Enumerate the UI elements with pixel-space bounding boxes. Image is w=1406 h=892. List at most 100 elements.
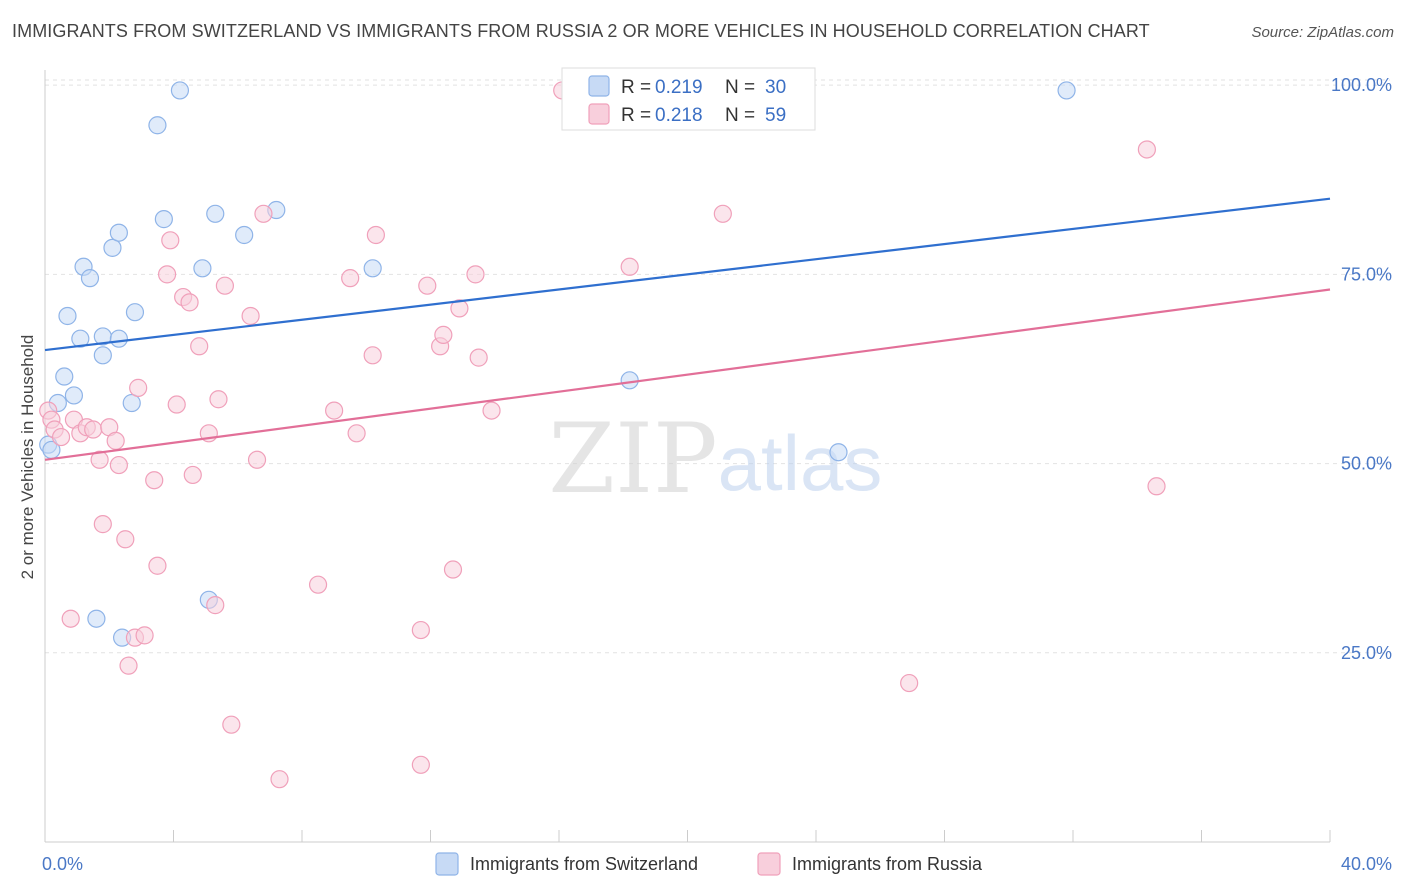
y-tick-label: 25.0% bbox=[1341, 643, 1392, 663]
y-tick-label: 100.0% bbox=[1331, 75, 1392, 95]
point-russia bbox=[411, 755, 430, 774]
point-switzerland bbox=[55, 367, 74, 386]
point-russia bbox=[90, 450, 109, 469]
legend-swatch-switzerland bbox=[435, 852, 459, 876]
point-switzerland bbox=[58, 306, 77, 326]
point-switzerland bbox=[80, 269, 100, 288]
point-russia bbox=[61, 609, 80, 628]
point-switzerland bbox=[93, 346, 112, 365]
source-label: Source: ZipAtlas.com bbox=[1251, 24, 1394, 41]
point-russia bbox=[241, 306, 260, 326]
legend-r-value: 0.218 bbox=[655, 105, 703, 126]
y-tick-label: 50.0% bbox=[1341, 454, 1392, 474]
point-russia bbox=[900, 673, 919, 693]
legend: R = 0.219 N = 30 R = 0.218 N = 59 bbox=[561, 67, 816, 131]
legend-swatch bbox=[588, 75, 610, 97]
point-russia bbox=[341, 269, 360, 288]
point-switzerland bbox=[109, 329, 128, 348]
data-points bbox=[39, 81, 1166, 789]
point-switzerland bbox=[1057, 81, 1076, 100]
point-switzerland bbox=[170, 81, 190, 100]
point-russia bbox=[84, 420, 103, 439]
point-russia bbox=[51, 427, 71, 447]
point-switzerland bbox=[109, 223, 128, 242]
point-russia bbox=[206, 596, 225, 615]
point-russia bbox=[129, 378, 148, 397]
point-russia bbox=[308, 575, 328, 594]
point-russia bbox=[157, 265, 177, 284]
point-russia bbox=[109, 455, 128, 475]
point-russia bbox=[1147, 477, 1166, 496]
point-russia bbox=[215, 276, 234, 295]
point-switzerland bbox=[154, 210, 173, 229]
legend-label-russia: Immigrants from Russia bbox=[792, 854, 983, 874]
point-russia bbox=[418, 276, 437, 295]
point-russia bbox=[443, 560, 463, 579]
point-switzerland bbox=[125, 303, 145, 322]
gridlines bbox=[45, 79, 1390, 654]
point-russia bbox=[190, 337, 209, 356]
y-axis-label: 2 or more Vehicles in Household bbox=[18, 335, 37, 580]
point-switzerland bbox=[235, 225, 254, 245]
point-russia bbox=[411, 620, 430, 640]
legend-swatch-russia bbox=[757, 852, 781, 876]
x-tick-label: 40.0% bbox=[1341, 854, 1392, 874]
point-russia bbox=[167, 395, 186, 414]
point-switzerland bbox=[193, 259, 212, 278]
legend-r-label: R = bbox=[621, 105, 651, 126]
legend-r-label: R = bbox=[621, 77, 651, 98]
chart-title: IMMIGRANTS FROM SWITZERLAND VS IMMIGRANT… bbox=[12, 21, 1150, 41]
point-switzerland bbox=[103, 238, 122, 257]
point-russia bbox=[106, 431, 125, 450]
point-russia bbox=[482, 401, 501, 420]
point-russia bbox=[93, 515, 112, 534]
point-russia bbox=[450, 299, 469, 318]
legend-n-value: 30 bbox=[765, 77, 786, 98]
point-russia bbox=[135, 626, 154, 645]
point-switzerland bbox=[87, 609, 106, 628]
point-russia bbox=[434, 325, 453, 345]
point-russia bbox=[254, 204, 273, 223]
trend-line-russia bbox=[44, 288, 1331, 461]
point-switzerland bbox=[620, 371, 639, 390]
point-russia bbox=[222, 715, 241, 734]
legend-n-label: N = bbox=[725, 77, 755, 98]
legend-r-value: 0.219 bbox=[655, 77, 703, 98]
point-russia bbox=[713, 204, 732, 223]
legend-swatch bbox=[588, 103, 610, 125]
point-russia bbox=[209, 390, 228, 409]
trend-lines bbox=[44, 197, 1331, 461]
point-russia bbox=[270, 770, 289, 789]
point-russia bbox=[1137, 140, 1156, 159]
point-russia bbox=[247, 450, 267, 469]
legend-label-switzerland: Immigrants from Switzerland bbox=[470, 854, 698, 874]
point-switzerland bbox=[829, 443, 848, 462]
point-russia bbox=[161, 231, 180, 250]
legend-n-value: 59 bbox=[765, 105, 786, 126]
watermark-zip: ZIP bbox=[548, 403, 717, 515]
watermark-atlas: atlas bbox=[718, 419, 883, 507]
point-russia bbox=[116, 530, 135, 549]
point-switzerland bbox=[122, 393, 141, 413]
y-tick-label: 75.0% bbox=[1341, 264, 1392, 284]
point-switzerland bbox=[71, 329, 90, 348]
point-russia bbox=[466, 265, 485, 284]
point-russia bbox=[183, 465, 202, 485]
point-russia bbox=[620, 257, 639, 276]
point-switzerland bbox=[148, 116, 167, 135]
point-russia bbox=[366, 225, 385, 245]
point-russia bbox=[469, 348, 488, 367]
point-russia bbox=[119, 656, 138, 675]
point-russia bbox=[180, 293, 199, 312]
point-switzerland bbox=[363, 259, 382, 278]
point-switzerland bbox=[64, 386, 84, 405]
point-russia bbox=[347, 424, 366, 443]
bottom-legend: Immigrants from Switzerland Immigrants fr… bbox=[435, 852, 983, 876]
legend-n-label: N = bbox=[725, 105, 755, 126]
tick-labels: 25.0% 50.0% 75.0% 100.0% 0.0% 40.0% bbox=[42, 75, 1392, 874]
trend-line-switzerland bbox=[44, 197, 1331, 352]
point-russia bbox=[325, 401, 344, 420]
point-russia bbox=[363, 346, 382, 365]
point-russia bbox=[145, 471, 164, 490]
